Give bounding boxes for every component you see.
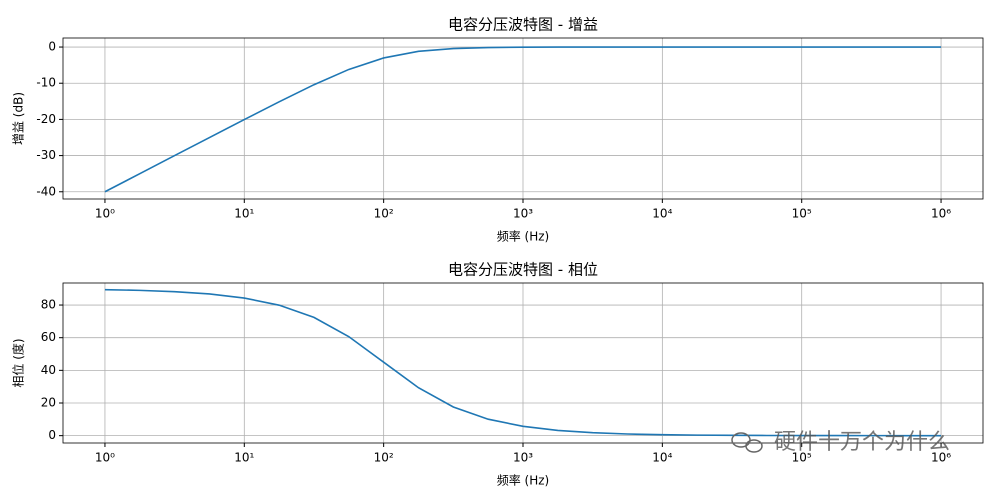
x-tick-label: 10⁰ [95, 451, 115, 465]
x-tick-label: 10³ [513, 207, 533, 221]
x-tick-label: 10⁵ [792, 451, 812, 465]
x-tick-label: 10⁴ [652, 207, 672, 221]
x-tick-label: 10⁰ [95, 207, 115, 221]
y-tick-label: 40 [41, 363, 56, 377]
chart-title: 电容分压波特图 - 增益 [448, 16, 598, 34]
x-tick-label: 10⁵ [792, 207, 812, 221]
y-tick-label: 60 [41, 330, 56, 344]
y-tick-label: -30 [36, 148, 56, 162]
y-tick-label: 20 [41, 396, 56, 410]
x-axis-label: 频率 (Hz) [497, 229, 550, 244]
line [104, 288, 942, 437]
x-tick-label: 10⁶ [931, 451, 951, 465]
x-tick-label: 10³ [513, 451, 533, 465]
x-tick-label: 10⁴ [652, 451, 672, 465]
axes-frame [62, 37, 984, 200]
chart-title: 电容分压波特图 - 相位 [448, 261, 598, 279]
x-tick-label: 10¹ [234, 451, 254, 465]
watermark: 硬件十万个为什么 [774, 430, 950, 455]
y-tick-label: 0 [48, 428, 56, 442]
y-axis-label: 相位 (度) [11, 338, 26, 387]
y-tick-label: 80 [41, 298, 56, 312]
watermark-icon [731, 432, 763, 453]
x-tick-label: 10⁶ [931, 207, 951, 221]
x-axis-label: 频率 (Hz) [497, 473, 550, 487]
y-axis-label: 增益 (dB) [12, 92, 26, 145]
y-tick-label: -20 [36, 112, 56, 126]
x-tick-label: 10² [374, 451, 394, 465]
line [104, 46, 942, 193]
y-tick-label: -40 [36, 184, 56, 198]
x-tick-label: 10¹ [234, 207, 254, 221]
x-tick-label: 10² [374, 207, 394, 221]
axes-frame [62, 282, 984, 444]
y-tick-label: 0 [48, 40, 56, 54]
y-tick-label: -10 [36, 76, 56, 90]
